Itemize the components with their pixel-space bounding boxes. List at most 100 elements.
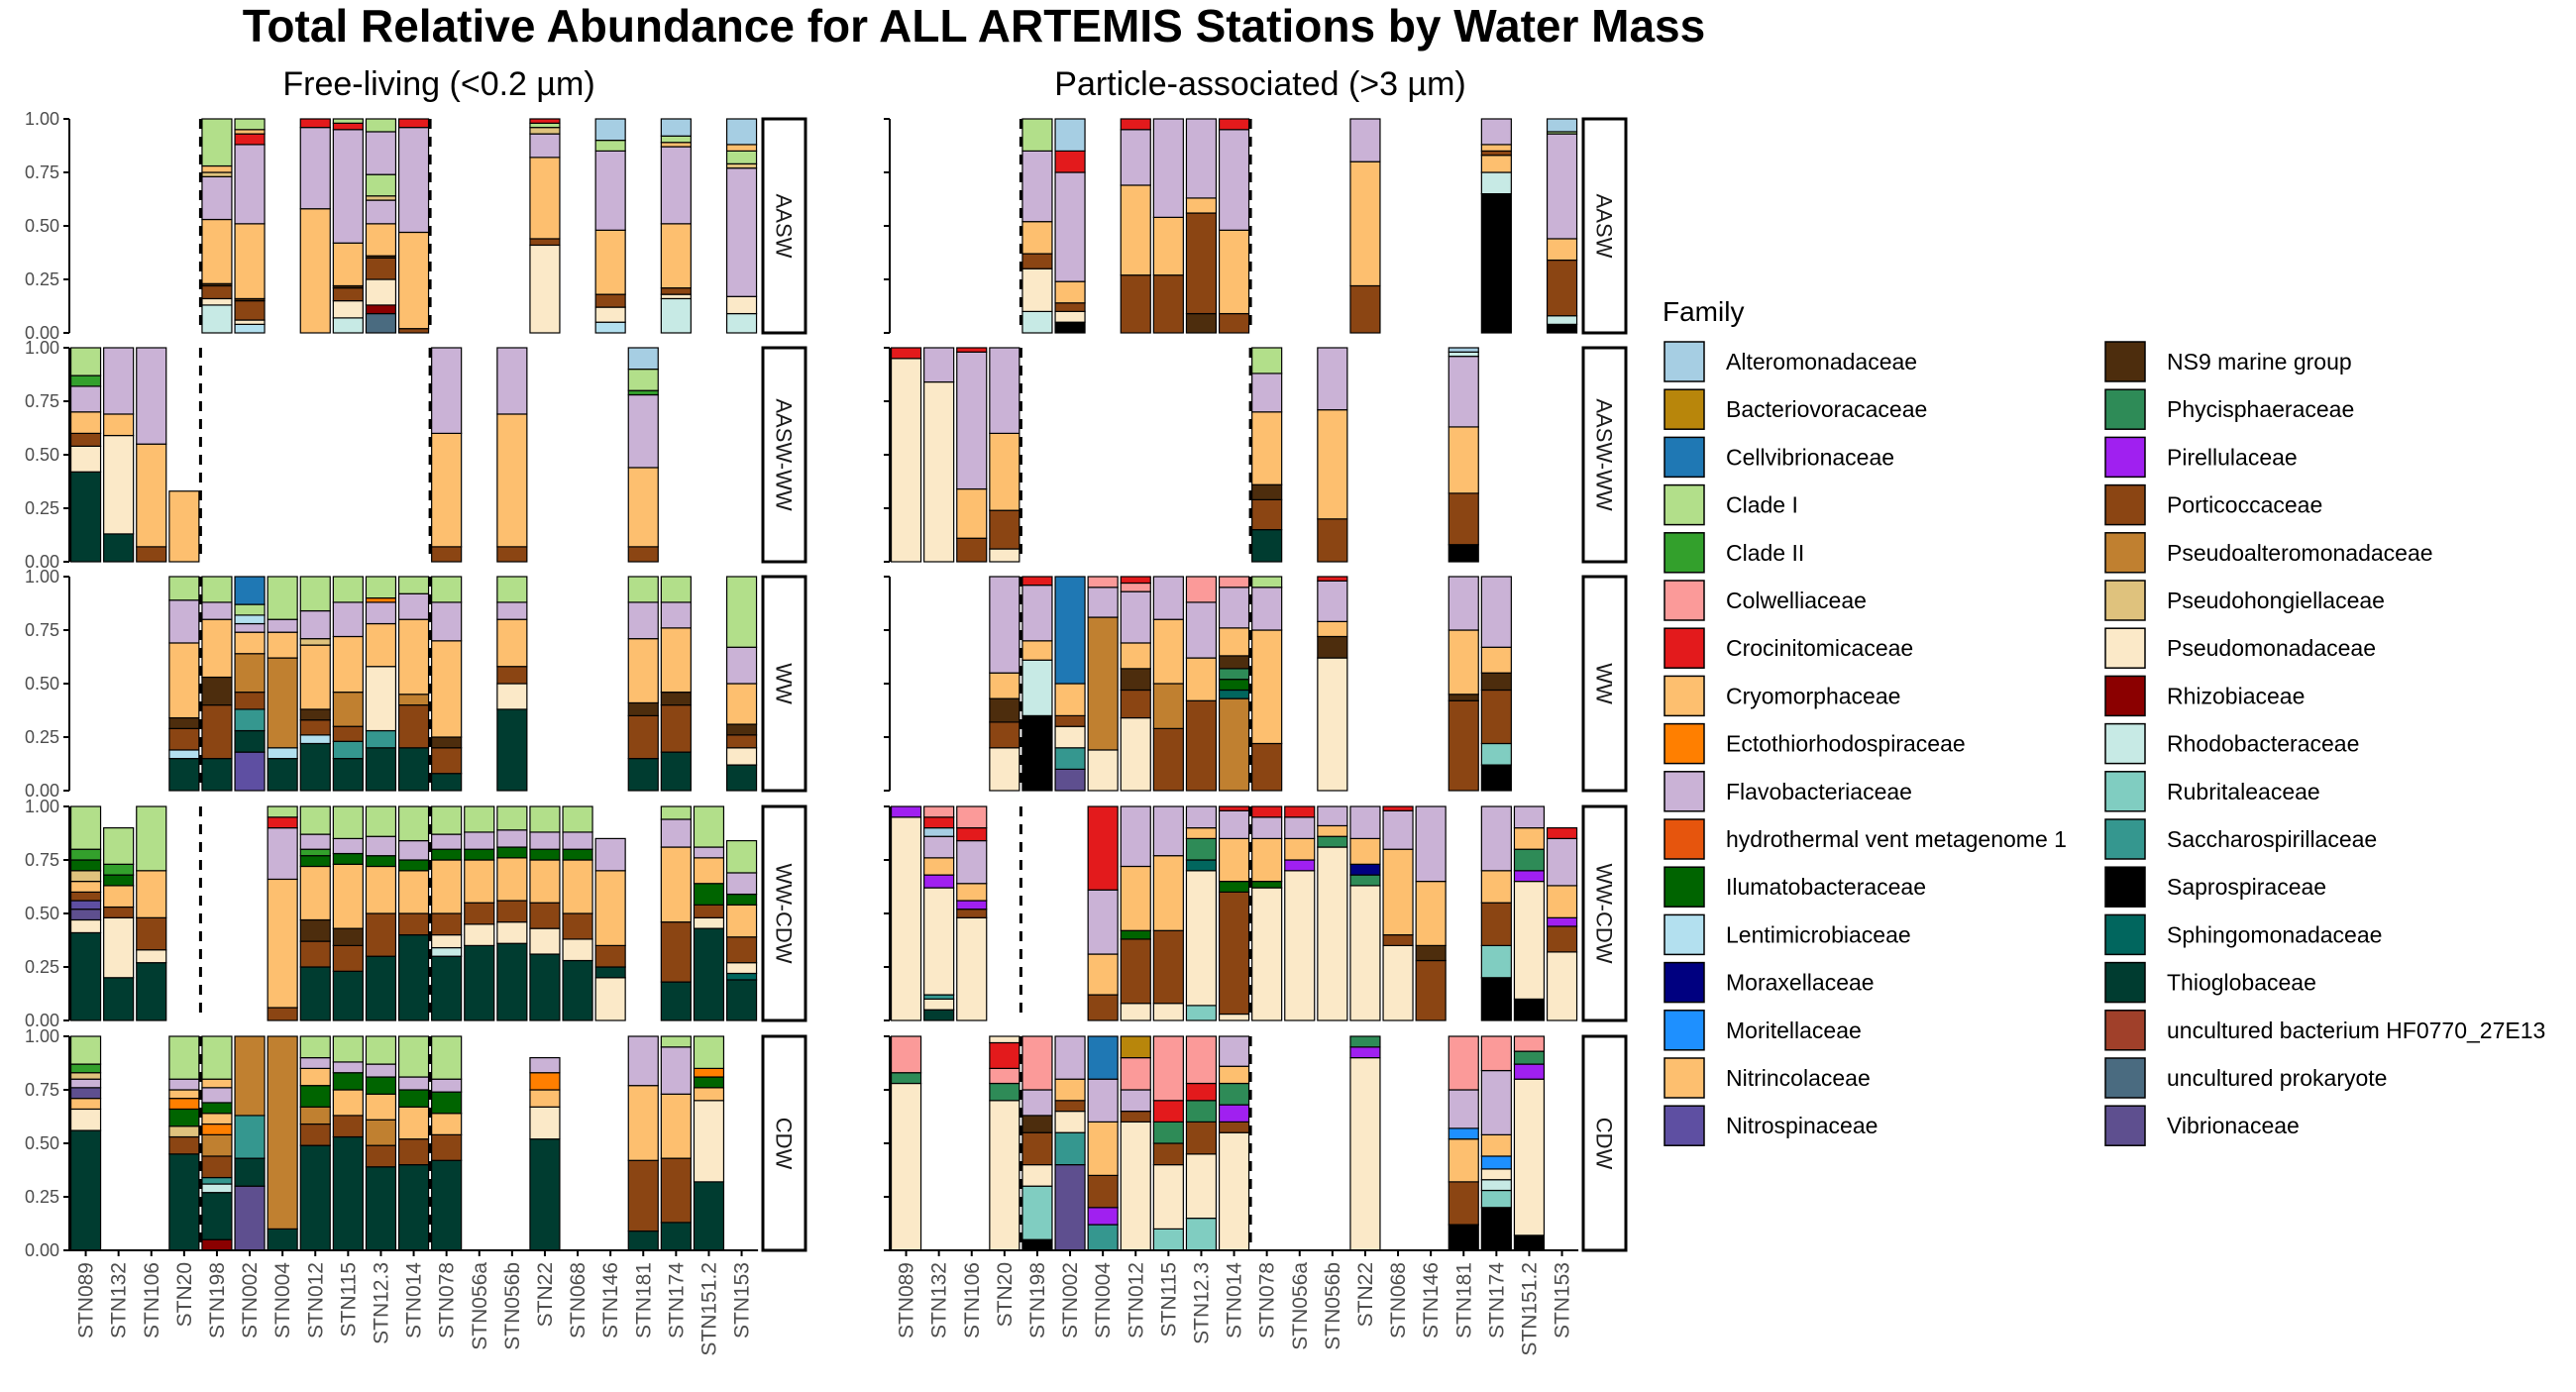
chart-title: Total Relative Abundance for ALL ARTEMIS… [243, 0, 1705, 52]
bar-segment-saccharospirillaceae [1054, 747, 1086, 770]
strip-label-ww-cdw: WW-CDW [1592, 864, 1617, 964]
facet-panel-particle-associated-3-m-aasw-ww: AASW-WW [884, 346, 1628, 564]
legend-label: Pseudomonadaceae [2167, 635, 2376, 661]
legend-label: Rhodobacteraceae [2167, 731, 2359, 757]
bar-segment-alteromonadaceae [660, 118, 692, 137]
bar-segment-clade-i [69, 805, 102, 850]
legend-label: Cryomorphaceae [1726, 683, 1900, 708]
bar-segment-porticoccaceae [496, 900, 528, 923]
bar-segment-crocinitomicaceae [1185, 1082, 1218, 1102]
bar-segment-cryomorphaceae [1513, 826, 1546, 850]
bar-segment-porticoccaceae [103, 906, 135, 918]
legend-item-pseudomonadaceae: Pseudomonadaceae [2104, 627, 2376, 669]
bar-segment-cryomorphaceae [1317, 620, 1348, 638]
bar-segment-ilumatobacteraceae [168, 1108, 200, 1127]
bar-segment-clade-i [365, 576, 397, 599]
bar-segment-pseudomonadaceae [1349, 885, 1381, 1021]
legend-item-uncultured-prokaryote: uncultured prokaryote [2104, 1057, 2387, 1099]
bar-segment-cryomorphaceae [725, 683, 758, 725]
bar-segment-pirellulaceae [923, 874, 955, 889]
legend-swatch [2104, 961, 2146, 1004]
strip-box [1581, 804, 1628, 1022]
legend-label: Nitrincolaceae [1726, 1065, 1871, 1091]
bar-segment-cryomorphaceae [1185, 826, 1218, 839]
legend: Alteromonadaceae Bacteriovoracaceae Cellvi… [1664, 341, 2545, 1146]
bar-stn115 [1152, 1035, 1184, 1251]
bar-segment-porticoccaceae [1152, 1142, 1184, 1166]
bar-segment-porticoccaceae [1448, 492, 1479, 546]
bar-segment-clade-i [725, 150, 758, 164]
legend-label: NS9 marine group [2167, 349, 2352, 375]
bar-segment-cryomorphaceae [660, 142, 692, 148]
bar-segment-pseudomonadaceae [923, 887, 955, 996]
bar-stn146 [1415, 805, 1447, 1021]
bar-segment-flavobacteriaceae [1218, 129, 1250, 231]
bar-segment-saprospiraceae [1480, 193, 1512, 334]
legend-swatch [2104, 1010, 2146, 1051]
bar-segment-porticoccaceae [69, 891, 102, 902]
bar-segment-porticoccaceae [1546, 259, 1578, 317]
strip-box [761, 117, 807, 335]
legend-label: Pirellulaceae [2167, 444, 2298, 470]
legend-swatch [2104, 675, 2146, 717]
legend-item-saccharospirillaceae: Saccharospirillaceae [2104, 818, 2377, 860]
bar-segment-cryomorphaceae [1087, 953, 1119, 996]
bar-segment-porticoccaceae [431, 546, 463, 563]
bar-segment-porticoccaceae [1317, 518, 1348, 563]
y-tick-label: 0.50 [25, 445, 59, 465]
bar-stn012 [299, 118, 331, 334]
bar-stn014 [1218, 805, 1250, 1021]
legend-label: Moraxellaceae [1726, 970, 1875, 996]
legend-item-rubritaleaceae: Rubritaleaceae [2104, 771, 2320, 812]
bar-segment-pseudohongiellaceae [69, 1072, 102, 1080]
bar-stn132 [923, 805, 955, 1021]
bar-segment-alteromonadaceae [725, 118, 758, 146]
bar-segment-flavobacteriaceae [365, 601, 397, 625]
bar-segment-pseudohongiellaceae [299, 638, 331, 646]
bar-segment-thioglobaceae [693, 1181, 725, 1251]
bar-segment-clade-i [496, 576, 528, 603]
legend-label: Saccharospirillaceae [2167, 826, 2377, 852]
legend-item-ectothiorhodospiraceae: Ectothiorhodospiraceae [1664, 722, 1966, 765]
bar-segment-colwelliaceae [923, 805, 955, 818]
legend-label: Ectothiorhodospiraceae [1726, 731, 1966, 757]
bar-segment-cryomorphaceae [299, 865, 331, 921]
legend-item-cryomorphaceae: Cryomorphaceae [1664, 675, 1900, 717]
bar-segment-colwelliaceae [1448, 1035, 1479, 1091]
y-tick-label: 0.50 [25, 674, 59, 694]
x-tick-label-stn151-2: STN151.2 [698, 1262, 720, 1356]
legend-swatch [1664, 1105, 1705, 1146]
bar-segment-cryomorphaceae [1185, 197, 1218, 214]
bar-segment-ns9-marine-group [1480, 672, 1512, 692]
bar-segment-lentimicrobiaceae [299, 734, 331, 745]
bar-segment-flavobacteriaceae [103, 347, 135, 415]
facet-panel-free-living-0-2-m-aasw-ww: 0.00 0.25 0.50 0.75 1.00 AASW-WW [25, 338, 807, 572]
legend-label: Pseudoalteromonadaceae [2167, 540, 2433, 566]
x-tick-label-stn056a: STN056a [469, 1262, 491, 1350]
legend-swatch [1664, 1010, 1705, 1051]
bar-segment-cryomorphaceae [365, 622, 397, 668]
bar-segment-cryomorphaceae [69, 1098, 102, 1111]
bar-segment-porticoccaceae [1480, 150, 1512, 157]
bar-segment-cryomorphaceae [725, 144, 758, 152]
bar-segment-pseudomonadaceae [1382, 944, 1414, 1021]
bar-stn181 [1448, 576, 1479, 792]
bar-segment-pseudomonadaceae [136, 949, 167, 964]
bar-stn12-3 [1185, 1035, 1218, 1251]
bar-segment-cryomorphaceae [1021, 221, 1053, 255]
bar-segment-ilumatobacteraceae [397, 859, 430, 872]
bar-segment-clade-i [496, 805, 528, 831]
bar-segment-thioglobaceae [168, 1153, 200, 1251]
bar-segment-clade-i [397, 576, 430, 594]
bar-segment-porticoccaceae [201, 1155, 233, 1179]
bar-segment-pseudomonadaceae [1185, 870, 1218, 1007]
bar-segment-crocinitomicaceae [332, 122, 364, 131]
bar-segment-cryomorphaceae [1218, 229, 1250, 315]
bar-segment-flavobacteriaceae [299, 833, 331, 850]
bar-segment-porticoccaceae [594, 944, 626, 968]
bar-segment-crocinitomicaceae [1021, 576, 1053, 587]
legend-item-clade-ii: Clade II [1664, 532, 1804, 574]
legend-item-pseudoalteromonadaceae: Pseudoalteromonadaceae [2104, 532, 2433, 574]
legend-item-flavobacteriaceae: Flavobacteriaceae [1664, 771, 1912, 812]
bar-segment-alteromonadaceae [594, 118, 626, 142]
